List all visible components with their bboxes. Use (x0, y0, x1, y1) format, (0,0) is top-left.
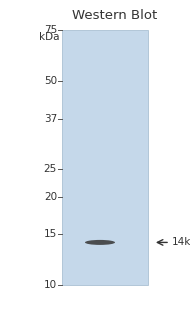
Text: Western Blot: Western Blot (72, 9, 158, 22)
Text: 75: 75 (44, 25, 57, 35)
Ellipse shape (85, 240, 115, 245)
Text: 50: 50 (44, 76, 57, 86)
Text: kDa: kDa (39, 32, 59, 42)
Text: 37: 37 (44, 114, 57, 125)
Text: 20: 20 (44, 192, 57, 202)
Text: 14kDa: 14kDa (172, 237, 190, 248)
Text: 15: 15 (44, 229, 57, 239)
Bar (62, 30, 148, 285)
Text: 25: 25 (44, 164, 57, 174)
Text: 10: 10 (44, 280, 57, 290)
